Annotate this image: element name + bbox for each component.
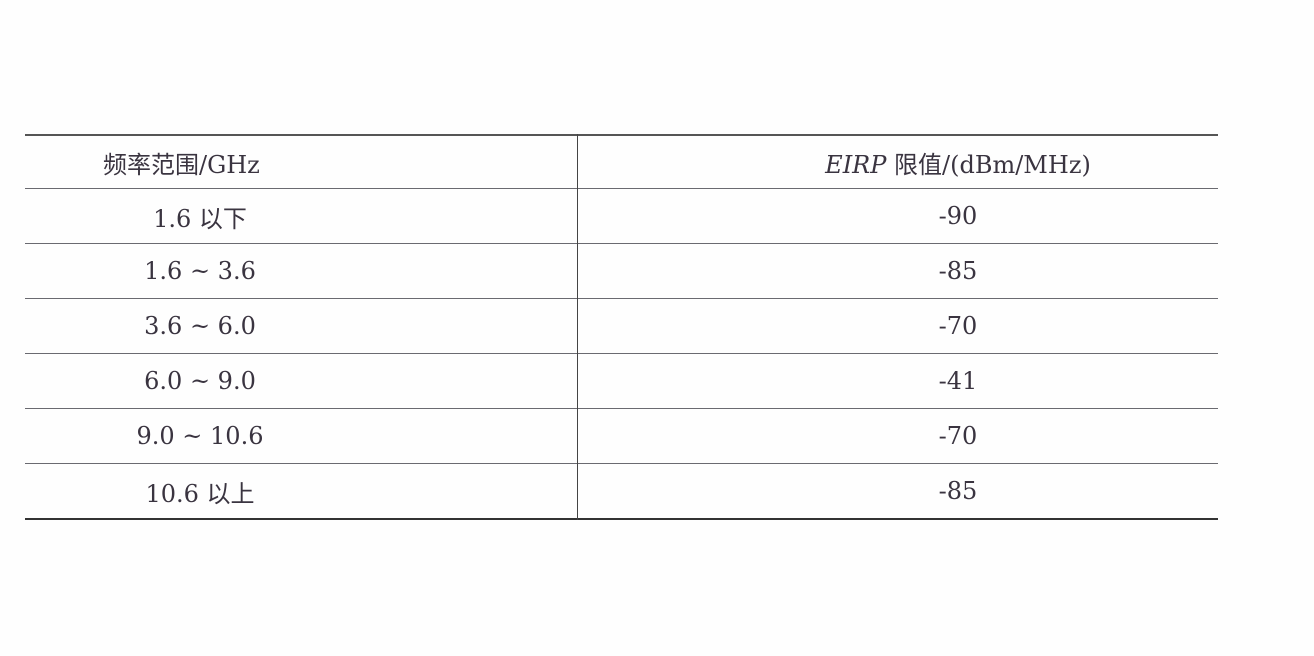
table-row: 1.6 ~ 3.6 -85 bbox=[25, 243, 1218, 298]
eirp-cell: -70 bbox=[938, 422, 978, 450]
eirp-unit-label: 限值/(dBm/MHz) bbox=[886, 150, 1091, 179]
eirp-cell: -70 bbox=[938, 312, 978, 340]
table-row: 3.6 ~ 6.0 -70 bbox=[25, 298, 1218, 353]
range-cell: 6.0 ~ 9.0 bbox=[144, 367, 256, 395]
eirp-cell: -90 bbox=[938, 202, 978, 230]
header-frequency-range: 频率范围/GHz bbox=[103, 150, 260, 179]
range-cell: 9.0 ~ 10.6 bbox=[136, 422, 264, 450]
table-row: 10.6 以上 -85 bbox=[25, 463, 1218, 520]
eirp-cell: -41 bbox=[938, 367, 978, 395]
range-cell: 1.6 以下 bbox=[153, 204, 247, 233]
table-row: 1.6 以下 -90 bbox=[25, 188, 1218, 243]
range-cell: 10.6 以上 bbox=[145, 479, 255, 508]
header-eirp-limit: EIRP 限值/(dBm/MHz) bbox=[578, 145, 1218, 180]
range-cell: 1.6 ~ 3.6 bbox=[144, 257, 256, 285]
table-row: 6.0 ~ 9.0 -41 bbox=[25, 353, 1218, 408]
eirp-cell: -85 bbox=[938, 257, 978, 285]
eirp-cell: -85 bbox=[938, 477, 978, 505]
table-header: 频率范围/GHz EIRP 限值/(dBm/MHz) bbox=[25, 134, 1218, 188]
column-divider bbox=[577, 134, 578, 520]
eirp-label: EIRP bbox=[825, 150, 887, 179]
eirp-limit-table: 频率范围/GHz EIRP 限值/(dBm/MHz) 1.6 以下 -90 1.6… bbox=[25, 134, 1218, 520]
table-row: 9.0 ~ 10.6 -70 bbox=[25, 408, 1218, 463]
range-cell: 3.6 ~ 6.0 bbox=[144, 312, 256, 340]
